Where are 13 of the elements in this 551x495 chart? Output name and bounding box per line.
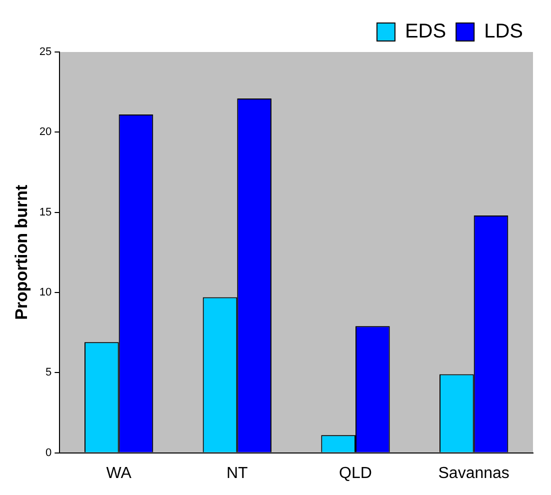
y-tick-label: 20 bbox=[39, 126, 52, 138]
y-tick-label: 0 bbox=[46, 446, 52, 459]
legend-label: LDS bbox=[484, 20, 523, 43]
x-tick-label: NT bbox=[226, 464, 248, 482]
legend-label: EDS bbox=[404, 20, 446, 43]
x-tick-label: QLD bbox=[339, 464, 372, 482]
y-tick-label: 15 bbox=[39, 206, 52, 218]
y-tick-label: 25 bbox=[39, 46, 52, 58]
x-tick-label: Savannas bbox=[438, 464, 510, 482]
y-axis-title: Proportion burnt bbox=[12, 184, 31, 320]
x-tick-label: WA bbox=[106, 464, 132, 482]
y-tick-label: 5 bbox=[46, 366, 52, 379]
y-tick-label: 10 bbox=[39, 286, 52, 299]
